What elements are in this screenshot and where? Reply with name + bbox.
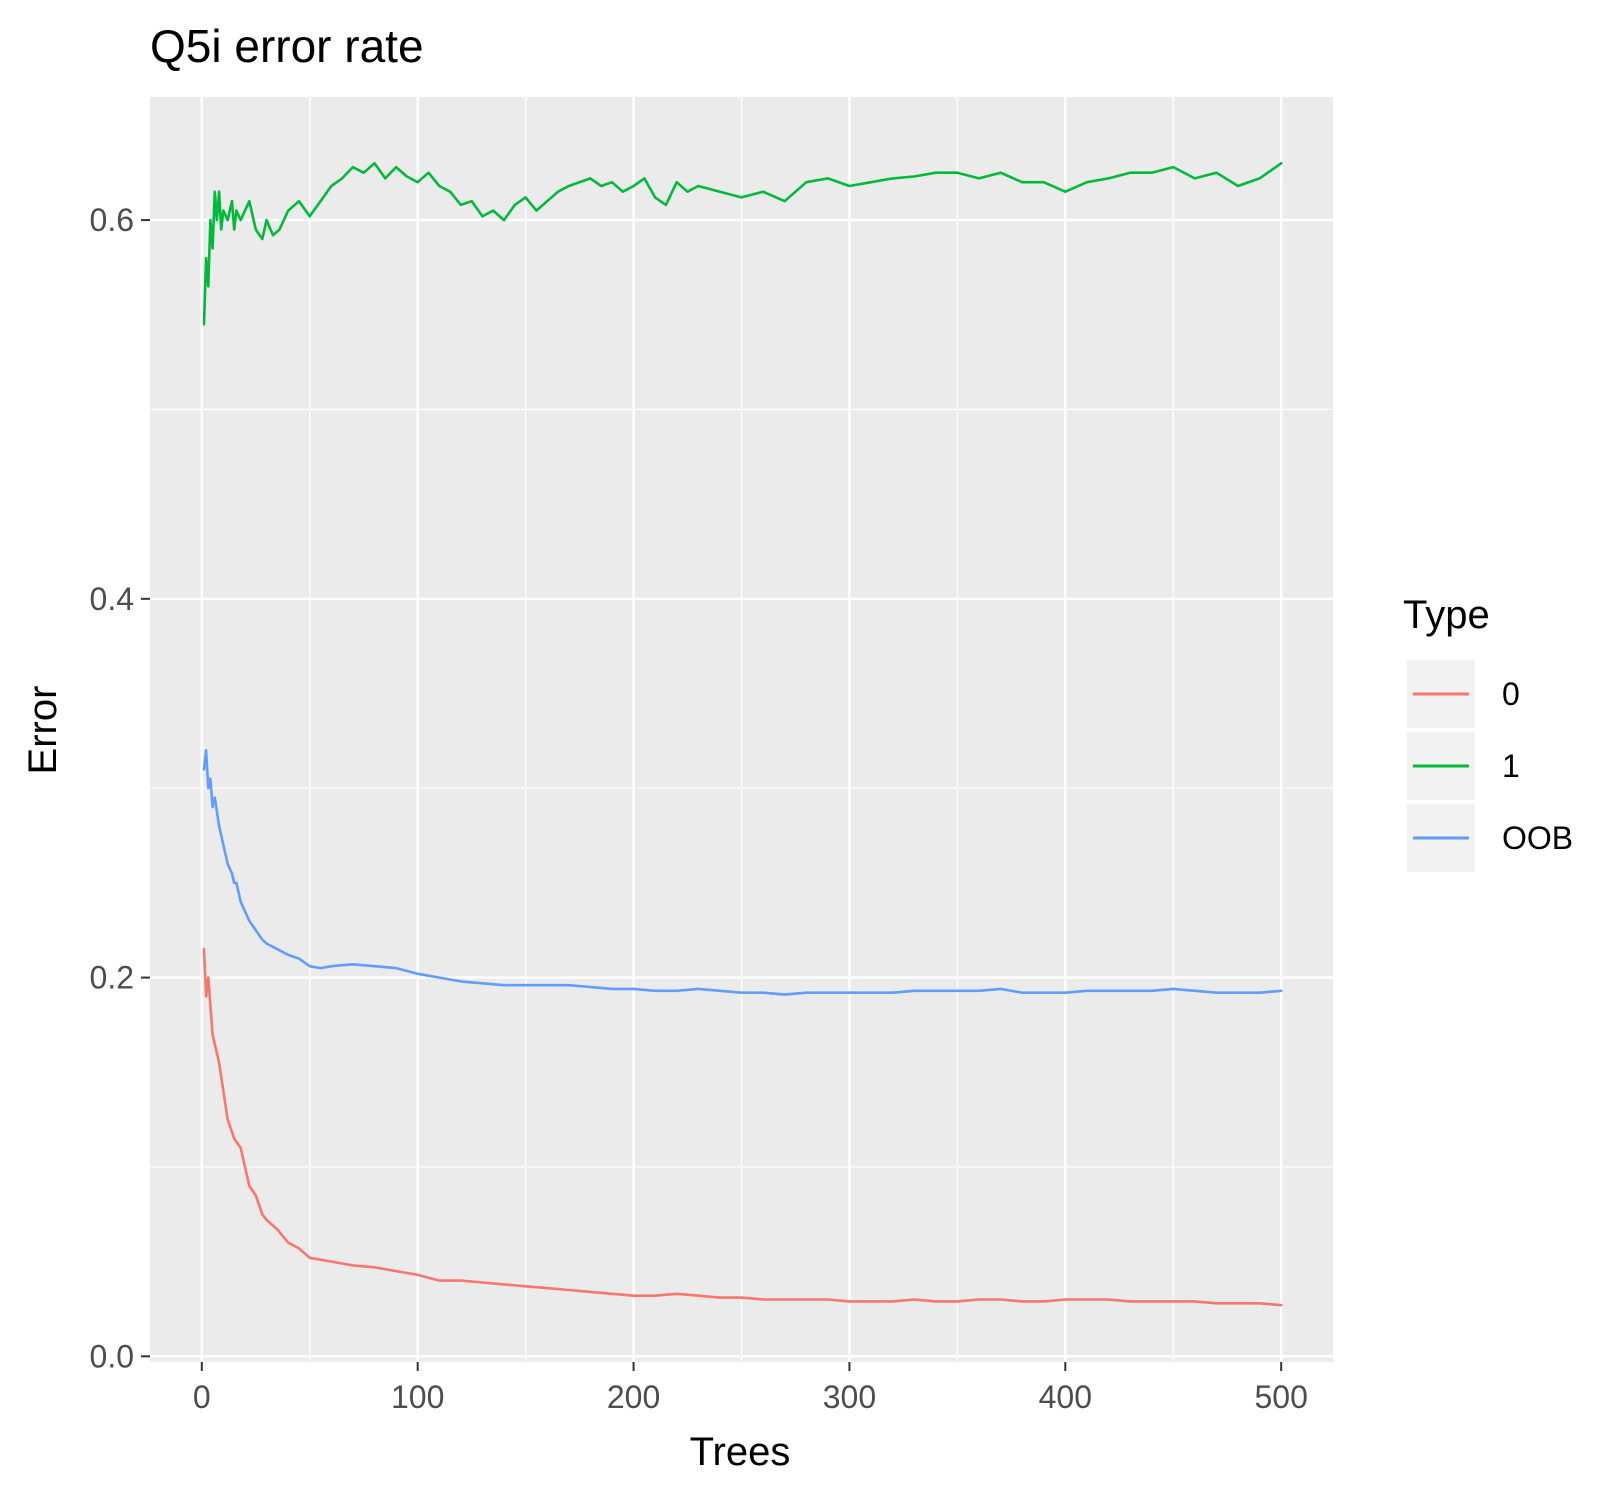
x-tick-label: 400 bbox=[1039, 1379, 1092, 1415]
grid-lines bbox=[150, 97, 1333, 1362]
series-line-1 bbox=[202, 162, 1283, 326]
legend: Type 0 1 OOB bbox=[1403, 593, 1573, 872]
series-lines bbox=[202, 162, 1283, 1307]
x-tick-label: 500 bbox=[1254, 1379, 1307, 1415]
legend-label: 1 bbox=[1502, 748, 1520, 784]
y-tick-label: 0.2 bbox=[90, 960, 134, 996]
y-axis-title: Error bbox=[21, 686, 65, 775]
legend-title: Type bbox=[1403, 593, 1490, 637]
chart-title: Q5i error rate bbox=[150, 20, 424, 72]
x-axis-title: Trees bbox=[690, 1430, 791, 1474]
x-tick-label: 200 bbox=[607, 1379, 660, 1415]
x-tick-label: 100 bbox=[391, 1379, 444, 1415]
legend-label: 0 bbox=[1502, 676, 1520, 712]
x-tick-label: 0 bbox=[193, 1379, 211, 1415]
axes: 0 100 200 300 400 500 0.0 0.2 0.4 0.6 bbox=[90, 202, 1308, 1415]
series-line-0 bbox=[202, 947, 1283, 1307]
y-tick-label: 0.0 bbox=[90, 1338, 134, 1374]
y-tick-label: 0.4 bbox=[90, 581, 134, 617]
series-line-oob bbox=[202, 748, 1283, 996]
legend-label: OOB bbox=[1502, 820, 1573, 856]
x-tick-label: 300 bbox=[823, 1379, 876, 1415]
y-tick-label: 0.6 bbox=[90, 202, 134, 238]
